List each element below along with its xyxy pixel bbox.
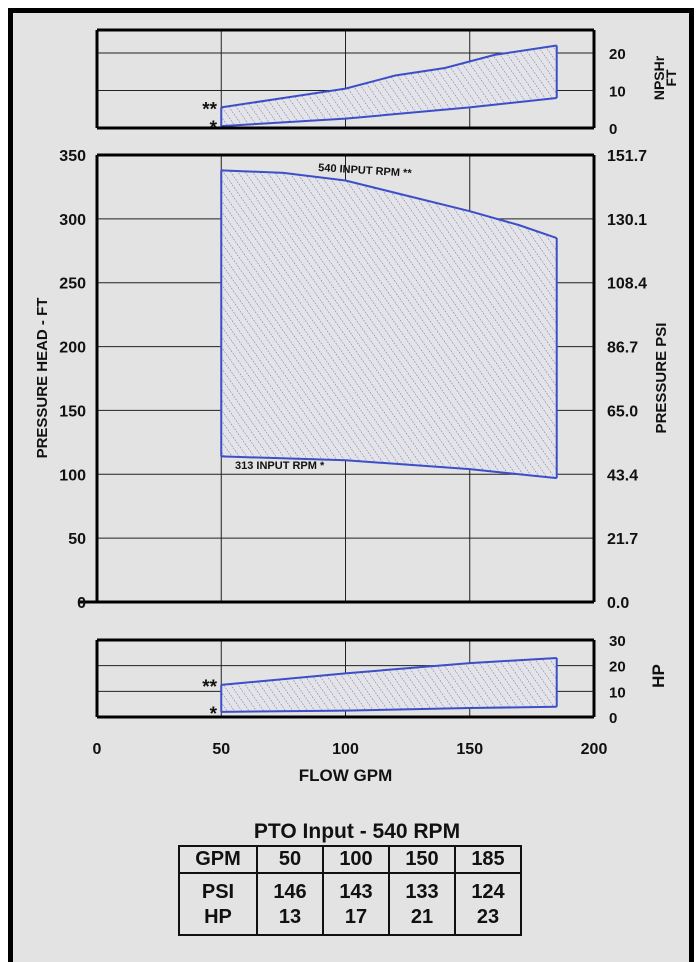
- marker-asterisk: *: [210, 704, 218, 725]
- marker-double-asterisk: **: [202, 99, 217, 120]
- hp-upper-line: [221, 656, 557, 686]
- table-cell: 21: [388, 905, 456, 936]
- marker-asterisk: *: [210, 118, 218, 139]
- table-row: HP 13 17 21 23: [178, 905, 522, 936]
- chart-frame: [8, 8, 694, 962]
- table-cell: 124: [454, 872, 522, 905]
- panel-frames: [78, 28, 596, 719]
- table-row: PSI 146 143 133 124: [178, 872, 522, 905]
- x-tick-label: 0: [93, 741, 102, 758]
- hp-axis-label: HP: [649, 664, 668, 688]
- hp-tick-label: 20: [609, 659, 626, 676]
- npshr-band: [221, 45, 557, 127]
- table-cell: 143: [322, 872, 390, 905]
- table-header-cell: 50: [256, 845, 324, 874]
- x-tick-label: 50: [212, 741, 230, 758]
- y-tick-label: 350: [59, 148, 86, 165]
- npshr-tick-label: 0: [609, 121, 617, 138]
- table-header-row: GPM 50 100 150 185: [178, 845, 522, 874]
- npshr-upper-line: [221, 44, 557, 109]
- npshr-tick-label: 20: [609, 46, 626, 63]
- table-cell: HP: [178, 905, 258, 936]
- y-tick-label: 200: [59, 340, 86, 357]
- series-areas: [220, 44, 558, 713]
- x-tick-label: 200: [581, 741, 608, 758]
- x-tick-label: 150: [456, 741, 483, 758]
- y-tick-label: 300: [59, 212, 86, 229]
- npshr-axis-label: FT: [663, 69, 679, 87]
- table-title: PTO Input - 540 RPM: [253, 820, 461, 843]
- table-cell: 133: [388, 872, 456, 905]
- table-header-cell: 185: [454, 845, 522, 874]
- pressure-lower-line: [221, 455, 557, 480]
- npshr-axis-label: NPSHr: [651, 55, 667, 100]
- y2-tick-label: 0.0: [607, 595, 629, 612]
- table-cell: 23: [454, 905, 522, 936]
- table-header-cell: 150: [388, 845, 456, 874]
- y-axis-label: PRESSURE HEAD - FT: [34, 298, 51, 459]
- x-axis-label: FLOW GPM: [299, 766, 392, 785]
- table-header-cell: GPM: [178, 845, 258, 874]
- y2-axis-label: PRESSURE PSI: [653, 323, 670, 434]
- pressure-band: [221, 170, 557, 479]
- table-header-cell: 100: [322, 845, 390, 874]
- table-cell: PSI: [178, 872, 258, 905]
- y2-tick-label: 108.4: [607, 276, 647, 293]
- table-cell: 146: [256, 872, 324, 905]
- x-tick-label: 100: [332, 741, 359, 758]
- table-cell: 17: [322, 905, 390, 936]
- y2-tick-label: 21.7: [607, 531, 638, 548]
- marker-double-asterisk: **: [202, 677, 217, 698]
- y2-tick-label: 130.1: [607, 212, 647, 229]
- hp-tick-label: 30: [609, 633, 626, 650]
- y-tick-label: 100: [59, 467, 86, 484]
- y-tick-label: 150: [59, 403, 86, 420]
- y2-tick-label: 43.4: [607, 467, 638, 484]
- series-label: 313 INPUT RPM *: [235, 460, 325, 472]
- hp-lower-line: [221, 705, 557, 713]
- y2-tick-label: 65.0: [607, 403, 638, 420]
- y-tick-label: 250: [59, 276, 86, 293]
- pressure-upper-line: [221, 169, 558, 239]
- y2-tick-label: 86.7: [607, 340, 638, 357]
- y2-tick-label: 151.7: [607, 148, 647, 165]
- hp-band: [221, 657, 557, 712]
- y-tick-label: 0: [77, 595, 86, 612]
- series-label: 540 INPUT RPM **: [318, 162, 413, 180]
- pto-table: GPM 50 100 150 185 PSI 146 143 133 124 H…: [178, 845, 522, 936]
- hp-tick-label: 10: [609, 684, 626, 701]
- npshr-lower-line: [221, 97, 557, 128]
- hp-tick-label: 0: [609, 710, 617, 727]
- npshr-tick-label: 10: [609, 84, 626, 101]
- table-cell: 13: [256, 905, 324, 936]
- y-tick-label: 50: [68, 531, 86, 548]
